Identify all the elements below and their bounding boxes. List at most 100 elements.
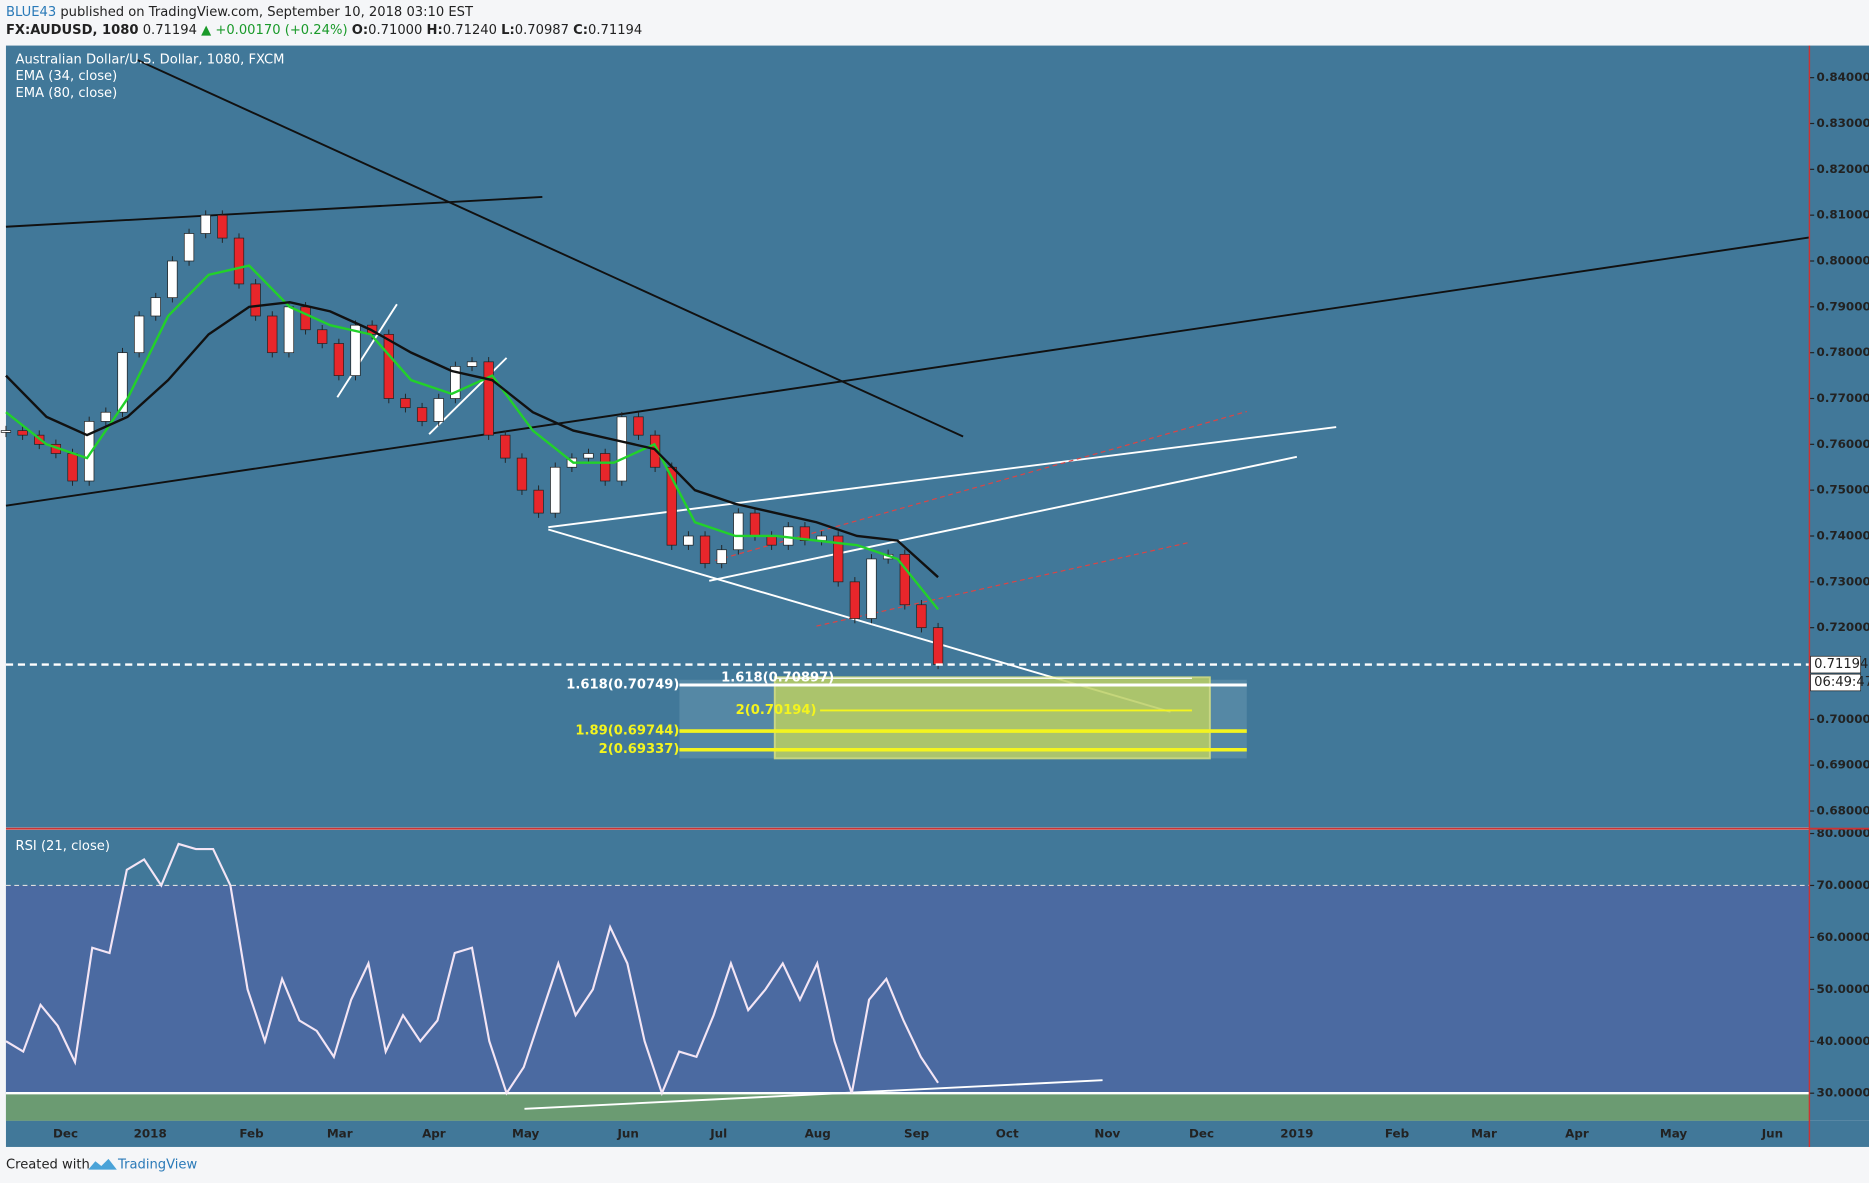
- ohlc-label: L:: [501, 23, 515, 38]
- candle: [300, 306, 311, 331]
- candle: [317, 329, 328, 344]
- symbol: FX:AUDUSD, 1080: [6, 23, 139, 38]
- candle: [600, 453, 611, 482]
- y-tick-label: 70.0000: [1817, 878, 1869, 892]
- candle: [683, 535, 694, 546]
- y-tick-label: 0.76000: [1817, 437, 1869, 451]
- x-tick-label: Oct: [996, 1126, 1019, 1140]
- candle: [733, 512, 744, 551]
- trend-line: [5, 236, 1810, 507]
- y-tick-label: 0.72000: [1817, 620, 1869, 634]
- fib-label: 1.89(0.69744): [575, 724, 679, 739]
- price-axis-area: [1809, 45, 1869, 1121]
- candle: [633, 416, 644, 436]
- x-tick-label: Jun: [1761, 1126, 1783, 1140]
- legend-entry: Australian Dollar/U.S. Dollar, 1080, FXC…: [15, 52, 284, 67]
- candle: [267, 315, 278, 354]
- candle: [766, 535, 777, 546]
- candle: [866, 558, 877, 619]
- ohlc-label: O:: [352, 23, 368, 38]
- y-tick-label: 30.0000: [1817, 1086, 1869, 1100]
- candle: [799, 526, 811, 541]
- series: 0.71194 06:49:47 1.618(0.70749) 1.618(0.708…: [0, 210, 1869, 1097]
- x-tick-label: Dec: [1189, 1126, 1214, 1140]
- candle: [0, 430, 12, 433]
- rsi-oversold: [5, 1093, 1810, 1121]
- x-tick-label: Mar: [1471, 1126, 1497, 1140]
- x-tick-label: Mar: [327, 1126, 353, 1140]
- y-tick-label: 0.84000: [1817, 70, 1869, 84]
- y-tick-label: 0.69000: [1817, 758, 1869, 772]
- ohlc-value: 0.71240: [443, 23, 497, 38]
- rsi-trend-line: [524, 1079, 1103, 1110]
- candle: [450, 366, 461, 399]
- published: published on TradingView.com, September …: [60, 5, 474, 20]
- countdown-box: [1810, 673, 1862, 692]
- candle: [416, 407, 428, 422]
- candle: [583, 453, 594, 459]
- y-tick-label: 0.82000: [1817, 162, 1869, 176]
- header-line-2: FX:AUDUSD, 1080 0.71194 ▲ +0.00170 (+0.2…: [6, 23, 642, 38]
- y-tick-label: 0.80000: [1817, 254, 1869, 268]
- candle: [516, 457, 528, 491]
- y-tick-label: 0.81000: [1817, 208, 1869, 222]
- drawings: [5, 59, 1810, 1110]
- channel-line: [816, 542, 1189, 627]
- last-price-label: 0.71194: [1814, 657, 1868, 672]
- candle: [217, 214, 228, 239]
- candle: [250, 283, 261, 317]
- candle: [899, 553, 910, 606]
- candle: [150, 297, 161, 317]
- candle: [616, 416, 627, 482]
- legend-entry: RSI (21, close): [15, 839, 109, 854]
- y-tick-label: 50.0000: [1817, 982, 1869, 996]
- candle: [283, 306, 295, 354]
- series-line: [5, 842, 939, 1097]
- y-tick-label: 0.78000: [1817, 345, 1869, 359]
- candle: [333, 343, 344, 376]
- x-tick-label: Apr: [1565, 1126, 1589, 1140]
- y-tick-label: 0.79000: [1817, 299, 1869, 313]
- candle: [383, 333, 394, 399]
- legend-entry: EMA (80, close): [15, 86, 117, 101]
- candle: [67, 453, 78, 482]
- candle: [200, 214, 211, 234]
- footer-text: Created with: [6, 1157, 90, 1172]
- ohlc-label: C:: [573, 23, 588, 38]
- candle: [433, 398, 444, 422]
- x-tick-label: Sep: [904, 1126, 929, 1140]
- y-tick-label: 0.77000: [1817, 391, 1869, 405]
- candle: [716, 549, 727, 564]
- y-tick-label: 0.73000: [1817, 574, 1869, 588]
- candle: [550, 466, 561, 514]
- footer-brand[interactable]: TradingView: [117, 1157, 197, 1172]
- y-tick-label: 60.0000: [1817, 930, 1869, 944]
- legend-entry: EMA (34, close): [15, 69, 117, 84]
- y-tick-label: 0.74000: [1817, 529, 1869, 543]
- rsi-band: [5, 885, 1810, 1094]
- series-line: [5, 264, 940, 611]
- candle: [749, 512, 761, 537]
- author: BLUE43: [6, 5, 56, 20]
- trend-line: [336, 303, 398, 398]
- ohlc-value: 0.71000: [368, 23, 422, 38]
- candle: [133, 315, 145, 354]
- target-box: [773, 676, 1211, 760]
- x-tick-label: May: [512, 1126, 540, 1140]
- x-tick-label: May: [1660, 1126, 1688, 1140]
- candle: [533, 489, 544, 514]
- x-tick-label: 2019: [1280, 1126, 1313, 1140]
- x-tick-label: Jun: [616, 1126, 638, 1140]
- x-tick-label: Feb: [239, 1126, 263, 1140]
- candle: [183, 233, 195, 262]
- candle: [500, 434, 511, 459]
- y-tick-label: 0.75000: [1817, 483, 1869, 497]
- candle: [483, 361, 494, 436]
- trend-line: [136, 59, 964, 438]
- change: ▲ +0.00170 (+0.24%): [201, 23, 347, 38]
- y-tick-label: 0.70000: [1817, 712, 1869, 726]
- x-tick-label: Dec: [53, 1126, 78, 1140]
- candle: [100, 411, 111, 422]
